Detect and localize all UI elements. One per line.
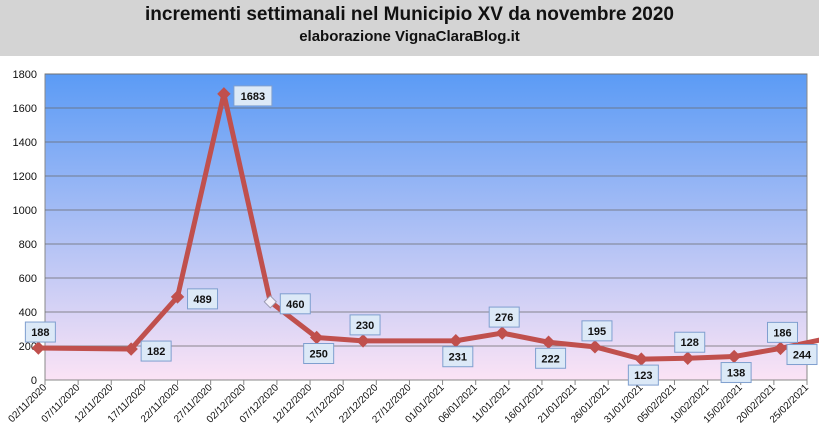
y-tick-label: 800 (19, 239, 37, 251)
data-label: 231 (442, 346, 474, 368)
plot-area (44, 73, 808, 381)
series-line (31, 87, 819, 366)
data-label-text: 489 (193, 294, 211, 306)
data-point-marker (217, 87, 231, 101)
y-tick-label: 1000 (13, 205, 37, 217)
data-label-text: 244 (793, 350, 812, 362)
data-point-marker (495, 326, 509, 340)
data-label: 244 (786, 344, 818, 366)
y-tick-label: 200 (19, 341, 37, 353)
data-label: 1683 (233, 85, 273, 107)
data-point-marker (170, 290, 185, 304)
data-label-text: 123 (634, 370, 652, 382)
data-label-text: 222 (541, 353, 559, 365)
data-point-marker (588, 340, 602, 354)
data-label-text: 186 (773, 327, 791, 339)
data-point-marker (263, 295, 277, 309)
y-axis: 0 200 400 600 800 1000 1200 1400 1600 1800 (13, 69, 37, 387)
y-tick-label: 1600 (13, 103, 37, 115)
data-label: 276 (488, 306, 520, 328)
data-label-text: 460 (286, 299, 304, 311)
data-label: 123 (627, 364, 659, 386)
data-label-text: 138 (727, 368, 745, 380)
data-label-text: 231 (449, 352, 467, 364)
data-label: 222 (535, 347, 567, 369)
data-label-text: 195 (588, 326, 606, 338)
y-tick-label: 400 (19, 307, 37, 319)
chart-subtitle: elaborazione VignaClaraBlog.it (299, 28, 520, 45)
data-label-text: 230 (356, 320, 374, 332)
data-label: 489 (187, 288, 219, 310)
chart-header: incrementi settimanali nel Municipio XV … (0, 0, 819, 56)
data-label: 460 (279, 293, 311, 315)
series-polyline (35, 91, 819, 362)
data-label: 230 (349, 314, 381, 336)
data-label: 250 (303, 343, 335, 364)
data-point-marker (356, 334, 370, 348)
data-label: 138 (720, 362, 752, 384)
data-labels: 188 182 489 1683 460 250 230 231 276 222 195 123 128… (24, 85, 818, 386)
y-tick-label: 0 (31, 375, 37, 387)
y-tick-label: 600 (19, 273, 37, 285)
chart-title: incrementi settimanali nel Municipio XV … (145, 4, 674, 25)
data-label: 188 (24, 321, 56, 343)
data-label-text: 188 (31, 327, 49, 339)
data-label-text: 250 (309, 349, 327, 361)
data-point-marker (124, 342, 138, 356)
data-label: 182 (140, 340, 172, 362)
data-label: 195 (581, 320, 613, 342)
y-tick-label: 1400 (13, 137, 37, 149)
data-label-text: 276 (495, 312, 513, 324)
y-tick-label: 1800 (13, 69, 37, 81)
data-label-text: 182 (147, 346, 165, 358)
data-point-marker (31, 341, 46, 355)
data-point-marker (681, 351, 695, 365)
data-label: 186 (766, 321, 798, 343)
data-label-text: 1683 (241, 91, 265, 103)
x-axis: 02/11/202007/11/202012/11/202017/11/2020… (6, 380, 811, 426)
y-tick-label: 1200 (13, 171, 37, 183)
data-label-text: 128 (681, 337, 699, 349)
data-label: 128 (674, 331, 706, 353)
data-point-marker (773, 341, 788, 356)
line-chart: 0 200 400 600 800 1000 1200 1400 1600 1800 02/11/… (6, 69, 819, 426)
